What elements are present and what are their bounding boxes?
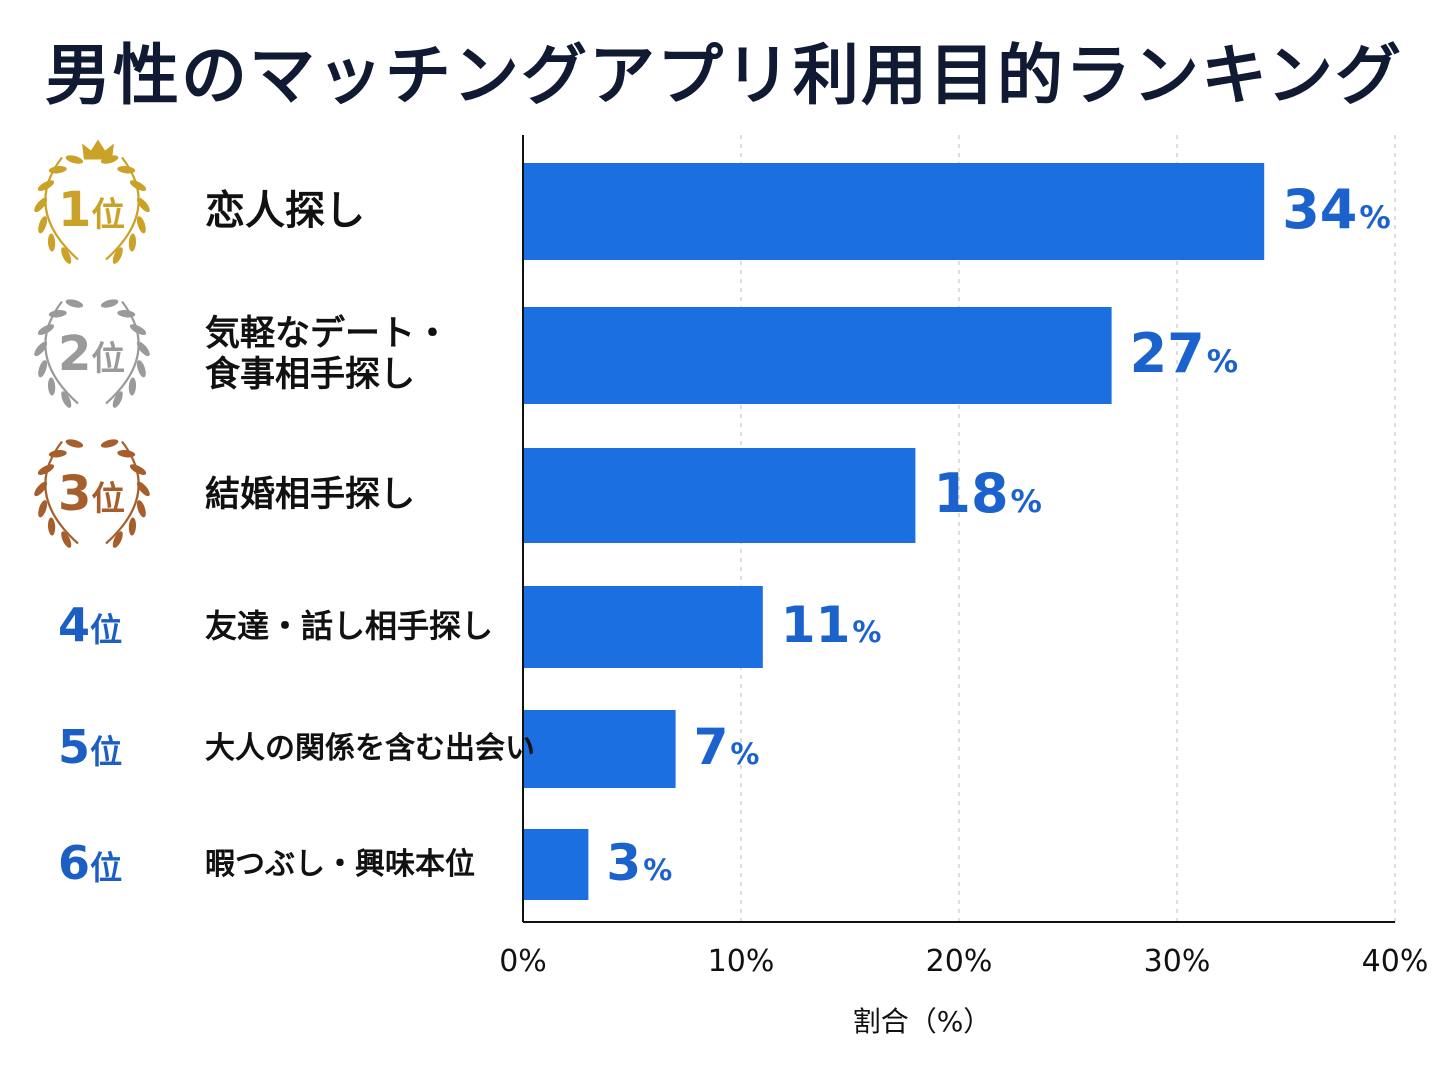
laurel-wreath-icon — [34, 299, 150, 408]
data-label: 7% — [694, 718, 760, 776]
category-label: 結婚相手探し — [205, 474, 416, 515]
x-tick-label: 40% — [1361, 944, 1429, 979]
x-axis-label: 割合（%） — [852, 1005, 992, 1038]
bar — [524, 829, 589, 900]
rank-number: 3 — [58, 465, 92, 522]
data-label-unit: % — [1010, 484, 1042, 521]
data-label-unit: % — [1206, 344, 1239, 381]
data-label-unit: % — [643, 852, 673, 887]
bar — [524, 710, 676, 788]
data-label-value: 34 — [1282, 178, 1358, 242]
category-label: 友達・話し相手探し — [205, 607, 494, 646]
data-label-unit: % — [730, 737, 760, 771]
rank-suffix: 位 — [91, 478, 125, 518]
rank-label: 1位 — [58, 182, 125, 238]
rank-suffix: 位 — [90, 733, 123, 772]
category-label: 気軽なデート・ 食事相手探し — [205, 314, 451, 396]
rank-number: 1 — [58, 181, 92, 238]
rank-label: 5位 — [58, 720, 122, 774]
rank-label: 3位 — [58, 466, 125, 522]
laurel-wreath-icon — [34, 439, 150, 548]
data-label: 3% — [606, 834, 672, 892]
data-label-value: 18 — [933, 462, 1009, 526]
data-label: 34% — [1282, 178, 1391, 241]
data-label: 11% — [781, 596, 882, 654]
rank-suffix: 位 — [90, 848, 123, 887]
rank-suffix: 位 — [91, 194, 125, 234]
x-tick-label: 0% — [499, 944, 547, 979]
bar — [524, 307, 1112, 404]
laurel-wreath-icon — [34, 155, 150, 264]
data-label-unit: % — [1359, 200, 1391, 237]
rank-suffix: 位 — [90, 611, 123, 650]
data-label: 27% — [1130, 322, 1239, 385]
crown-icon — [82, 139, 114, 160]
x-tick-label: 20% — [925, 944, 993, 979]
category-label: 恋人探し — [205, 187, 365, 234]
rank-label: 4位 — [58, 598, 122, 652]
bar — [524, 448, 916, 543]
data-label-unit: % — [852, 615, 882, 649]
rank-number: 6 — [58, 835, 91, 890]
category-label: 暇つぶし・興味本位 — [205, 846, 475, 882]
bar — [524, 586, 763, 668]
data-label-value: 7 — [693, 718, 729, 776]
rank-number: 2 — [58, 325, 92, 382]
data-label: 18% — [933, 462, 1042, 525]
bar — [524, 163, 1265, 260]
rank-suffix: 位 — [91, 338, 125, 378]
rank-number: 5 — [58, 720, 91, 775]
x-tick-label: 30% — [1143, 944, 1211, 979]
x-tick-label: 10% — [707, 944, 775, 979]
data-label-value: 3 — [606, 833, 642, 892]
category-label: 大人の関係を含む出会い — [205, 731, 535, 767]
data-label-value: 11 — [780, 596, 851, 654]
data-label-value: 27 — [1129, 322, 1205, 386]
chart-title: 男性のマッチングアプリ利用目的ランキング — [44, 37, 1404, 114]
rank-label: 2位 — [58, 326, 125, 382]
rank-label: 6位 — [58, 836, 122, 890]
rank-number: 4 — [58, 598, 91, 653]
